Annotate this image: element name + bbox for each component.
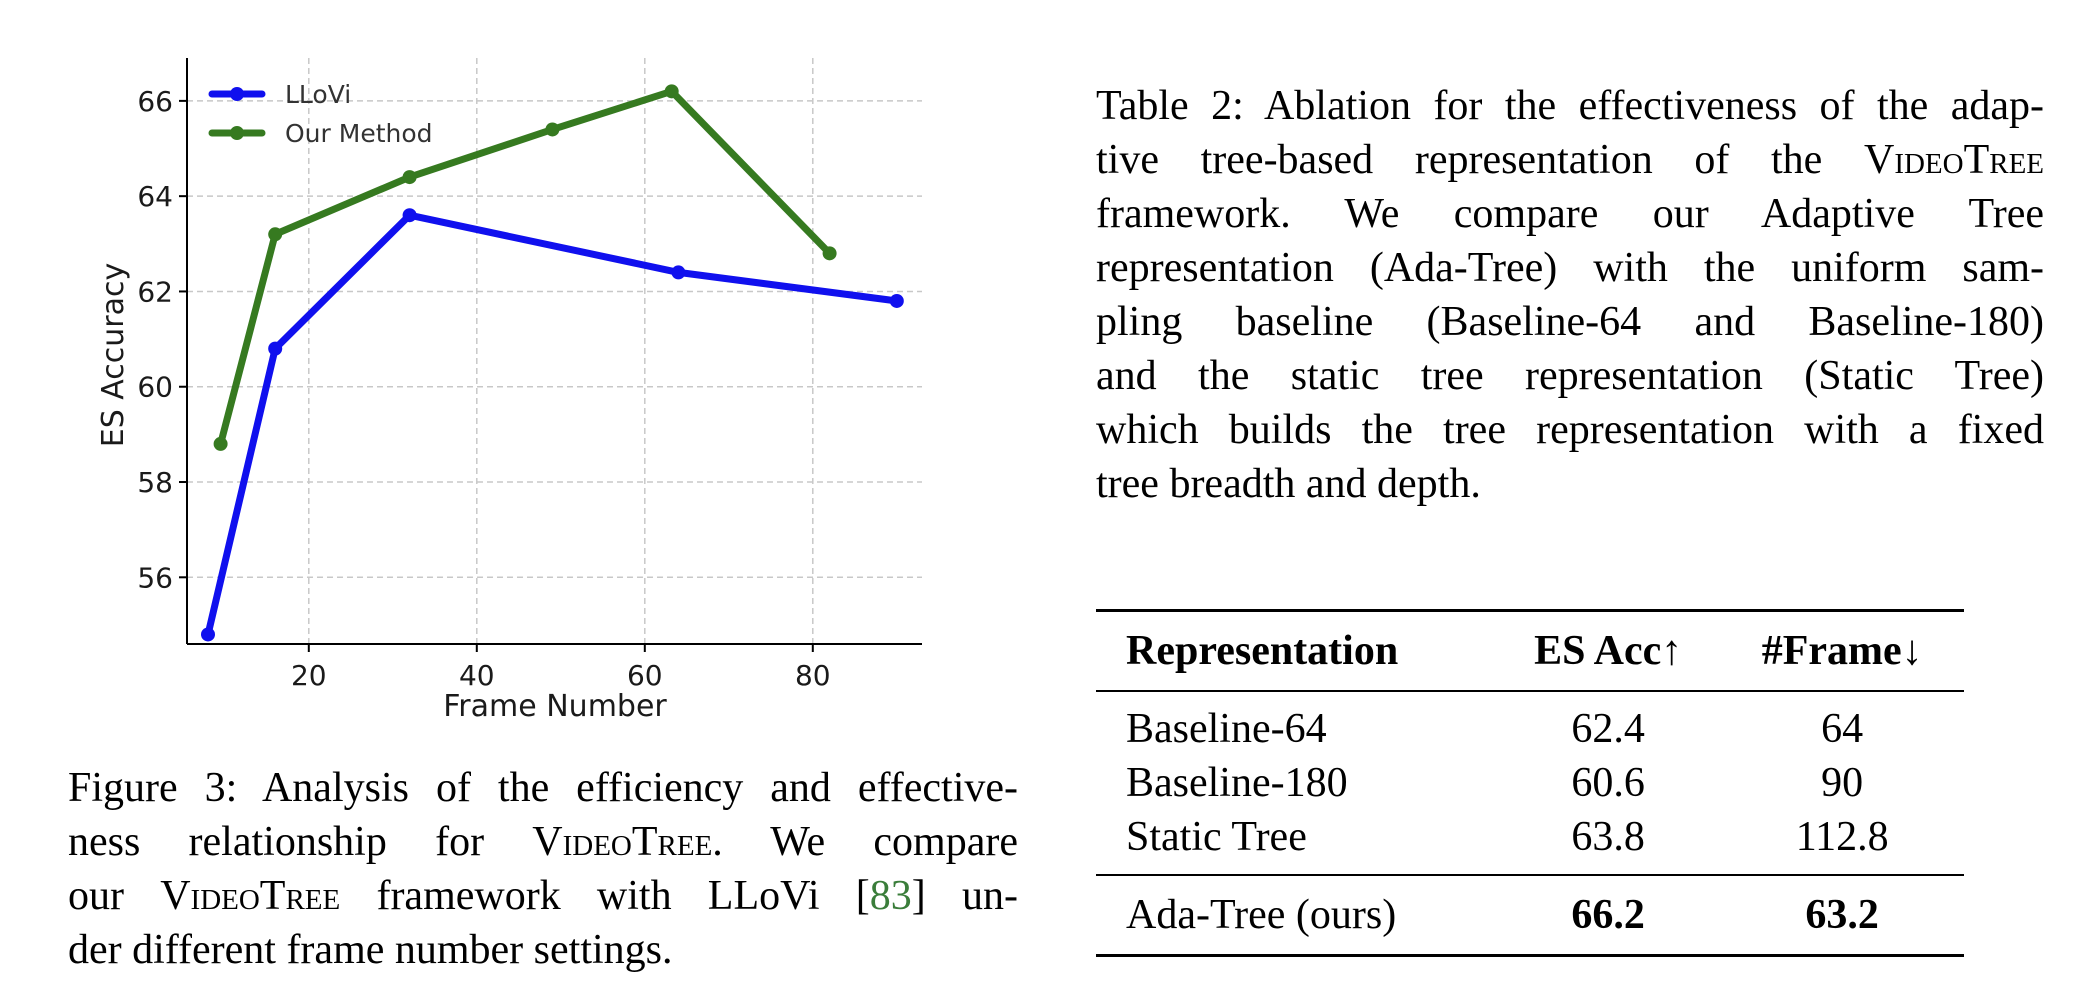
- videotree-name: VideoTree: [532, 819, 713, 865]
- y-tick-label: 58: [137, 466, 173, 499]
- legend-marker: [230, 126, 244, 140]
- data-point: [201, 627, 215, 642]
- y-tick-label: 62: [137, 275, 173, 308]
- data-point: [664, 84, 679, 99]
- data-point: [402, 170, 417, 185]
- data-point: [671, 265, 686, 280]
- chart-series: [201, 84, 904, 642]
- table-header-row: Representation ES Acc↑ #Frame↓: [1096, 610, 1964, 691]
- cell-representation: Static Tree: [1126, 814, 1307, 860]
- cell-es-acc: 62.4: [1571, 706, 1645, 752]
- citation-link[interactable]: 83: [869, 873, 912, 919]
- header-es-acc: ES Acc↑: [1534, 628, 1683, 674]
- table-row-ours: Ada-Tree (ours) 66.2 63.2: [1096, 875, 1964, 956]
- y-axis-label: ES Accuracy: [96, 263, 131, 448]
- series-line: [204, 211, 901, 638]
- cell-representation: Baseline-64: [1126, 706, 1327, 752]
- data-point: [822, 246, 837, 261]
- data-point: [889, 293, 904, 308]
- ablation-table: Representation ES Acc↑ #Frame↓ Baseline-…: [1096, 609, 1964, 957]
- cell-frame: 112.8: [1795, 814, 1889, 860]
- cell-representation: Ada-Tree (ours): [1126, 892, 1397, 938]
- figure-caption: Figure 3: Analysis of the efficiency and…: [68, 765, 1018, 973]
- header-frame: #Frame↓: [1761, 628, 1923, 674]
- x-tick-label: 20: [291, 659, 327, 692]
- series-line: [217, 87, 834, 448]
- videotree-name: VideoTree: [160, 873, 341, 919]
- chart-ticks: 20 40 60 80 56 58 60 62 64 66: [137, 85, 830, 692]
- table-caption: Table 2: Ablation for the effectiveness …: [1096, 83, 2045, 507]
- videotree-name: VideoTree: [1863, 137, 2044, 183]
- table-row: Static Tree 63.8 112.8: [1096, 810, 1964, 875]
- table-caption-label: Table 2:: [1096, 83, 1244, 129]
- legend-marker: [230, 87, 244, 101]
- table-row: Baseline-180 60.6 90: [1096, 756, 1964, 810]
- cell-frame: 90: [1821, 760, 1864, 806]
- y-tick-label: 64: [137, 180, 173, 213]
- cell-frame: 64: [1821, 706, 1864, 752]
- x-tick-label: 40: [459, 659, 495, 692]
- table-row: Baseline-64 62.4 64: [1096, 691, 1964, 756]
- y-tick-label: 60: [137, 371, 173, 404]
- cell-es-acc: 66.2: [1571, 892, 1645, 938]
- y-tick-label: 56: [137, 561, 173, 594]
- cell-frame: 63.2: [1805, 892, 1879, 938]
- data-point: [268, 227, 283, 242]
- data-point: [402, 208, 417, 223]
- header-representation: Representation: [1126, 628, 1399, 674]
- x-tick-label: 60: [627, 659, 663, 692]
- legend-label: LLoVi: [285, 80, 351, 109]
- cell-es-acc: 63.8: [1571, 814, 1645, 860]
- x-tick-label: 80: [795, 659, 831, 692]
- data-point: [213, 436, 228, 451]
- chart-grid: [187, 58, 922, 644]
- frame-number-accuracy-chart: 20 40 60 80 56 58 60 62 64 66 LLoVi Our Method Fra…: [96, 58, 922, 724]
- y-tick-label: 66: [137, 85, 173, 118]
- x-axis-label: Frame Number: [443, 689, 667, 724]
- cell-representation: Baseline-180: [1126, 760, 1348, 806]
- legend-label: Our Method: [285, 119, 433, 148]
- data-point: [545, 122, 560, 137]
- cell-es-acc: 60.6: [1571, 760, 1645, 806]
- data-point: [268, 341, 283, 356]
- figure-caption-label: Figure 3:: [68, 765, 238, 811]
- chart-legend: LLoVi Our Method: [208, 80, 433, 148]
